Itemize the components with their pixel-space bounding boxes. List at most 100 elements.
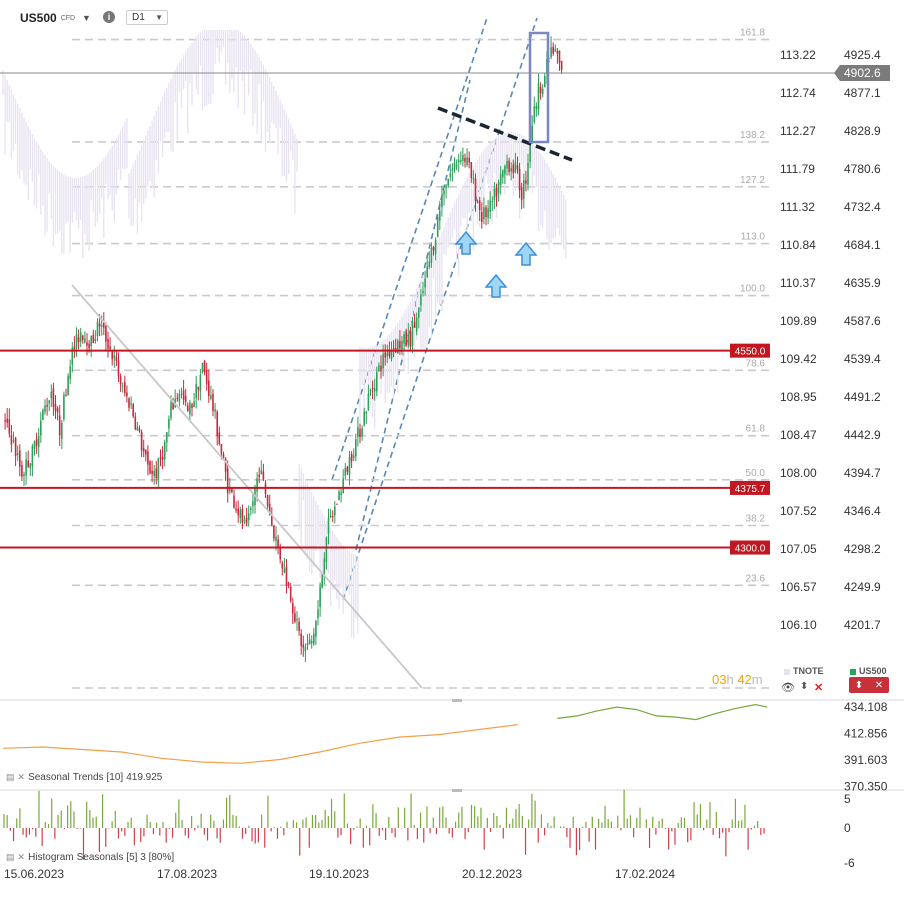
level-label-2: 4300.0 [735, 544, 766, 555]
candle-body [21, 465, 23, 477]
candle-body [304, 647, 307, 652]
candle-body [472, 178, 475, 180]
candle-body [189, 402, 191, 415]
price-tick: 4298.2 [844, 542, 881, 556]
price-candles [2, 30, 567, 662]
seasonal-indicator-label[interactable]: ▤ ✕ Seasonal Trends [10] 419.925 [6, 772, 163, 783]
fib-label-2: 127.2 [740, 175, 765, 186]
candle-body [33, 441, 36, 449]
candle-body [201, 362, 204, 373]
remove-icon[interactable]: ✕ [17, 772, 26, 782]
time-axis: 15.06.2023 17.08.2023 19.10.2023 20.12.2023… [4, 867, 675, 881]
histogram-indicator-label[interactable]: ▤ ✕ Histogram Seasonals [5] 3 [80%] [6, 852, 175, 863]
candle-body [447, 178, 449, 186]
price-axis: 113.22 112.74 112.27 111.79 111.32 110.84 110.… [0, 48, 904, 792]
candle-body [46, 404, 48, 407]
us500-controls[interactable]: ⬍ ✕ [849, 677, 889, 693]
candle-body [529, 144, 531, 162]
candle-body [52, 388, 55, 407]
candle-body [63, 394, 65, 420]
sort-arrows-icon[interactable]: ⬍ [854, 679, 864, 691]
price-tick: 4394.7 [844, 466, 881, 480]
candle-body [283, 568, 286, 573]
tnote-tick: 110.84 [780, 238, 816, 252]
candle-body [487, 208, 489, 219]
candle-body [153, 470, 155, 477]
candle-body [451, 168, 454, 171]
eye-icon[interactable]: 👁 [781, 682, 795, 694]
candle-body [147, 451, 149, 465]
channel-line-0 [331, 17, 488, 481]
timeframe-select[interactable]: D1 ▼ [126, 10, 168, 25]
candle-body [344, 467, 347, 476]
candle-body [197, 386, 200, 390]
candle-body [103, 322, 105, 328]
candle-body [449, 173, 452, 177]
sort-arrows-icon[interactable]: ⬍ [800, 681, 809, 692]
candle-body [367, 393, 370, 411]
info-icon[interactable]: i [103, 11, 115, 23]
candle-body [537, 83, 540, 110]
legend-us500[interactable]: US500 [850, 666, 887, 676]
candle-body [132, 404, 134, 417]
candle-body [109, 346, 111, 350]
candle-body [243, 519, 246, 521]
settings-icon[interactable]: ▤ [6, 772, 15, 782]
candle-body [266, 494, 269, 507]
candle-body [499, 173, 502, 186]
candle-body [14, 437, 17, 456]
candle-body [245, 518, 248, 524]
candle-timer: 03h 42m [712, 672, 763, 687]
settings-icon[interactable]: ▤ [6, 852, 15, 862]
chevron-down-icon[interactable]: ▼ [82, 13, 91, 23]
symbol-name: US500 [20, 11, 57, 25]
price-tick: 4684.1 [844, 238, 881, 252]
remove-icon[interactable]: ✕ [17, 852, 26, 862]
level-tag-0 [730, 343, 770, 358]
candle-body [527, 162, 529, 185]
candle-body [136, 427, 139, 431]
fib-label-1: 138.2 [740, 130, 765, 141]
candle-body [178, 393, 181, 402]
candle-body [491, 201, 494, 203]
candle-body [25, 459, 27, 476]
symbol-label[interactable]: US500 CFD [20, 8, 75, 28]
close-icon[interactable]: ✕ [814, 682, 824, 694]
candle-body [184, 395, 187, 402]
candle-body [436, 217, 439, 237]
candle-body [10, 434, 13, 445]
candle-body [363, 411, 365, 426]
candle-body [27, 460, 29, 468]
candle-body [541, 88, 544, 95]
timeframe-value: D1 [132, 12, 145, 23]
candle-body [296, 619, 298, 621]
histogram-tick: -6 [844, 856, 855, 870]
candle-body [439, 210, 441, 221]
close-icon[interactable]: ✕ [874, 679, 884, 691]
candle-body [466, 157, 468, 166]
price-tick: 4201.7 [844, 618, 881, 632]
candle-body [6, 418, 8, 423]
candle-body [478, 200, 481, 211]
candle-body [556, 50, 559, 54]
candle-body [224, 458, 227, 472]
horizontal-levels: 4550.0 4375.7 4300.0 [0, 343, 770, 555]
candle-body [237, 508, 239, 516]
candle-body [357, 427, 359, 437]
channel-line-1 [342, 17, 538, 601]
candle-body [298, 621, 300, 631]
candle-body [514, 162, 517, 172]
candle-body [327, 517, 330, 534]
candle-body [12, 440, 15, 442]
candle-body [262, 471, 265, 481]
candle-body [453, 162, 456, 169]
candle-body [285, 566, 288, 586]
candle-body [388, 349, 391, 357]
candle-body [250, 508, 252, 511]
legend-tnote[interactable]: TNOTE [784, 666, 824, 676]
descending-trendline [71, 284, 423, 689]
candle-body [342, 478, 344, 494]
price-tick: 4346.4 [844, 504, 881, 518]
candle-body [226, 468, 229, 493]
candle-body [113, 355, 116, 359]
